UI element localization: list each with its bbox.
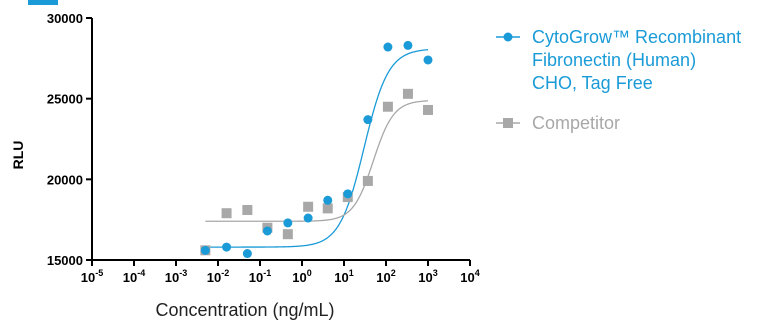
data-point-circle	[242, 249, 252, 259]
y-tick-label: 20000	[47, 172, 83, 187]
y-axis: 15000 20000 25000 30000	[47, 11, 93, 268]
x-tick-exponent: -3	[179, 268, 187, 278]
x-axis-title: Concentration (ng/mL)	[155, 300, 334, 320]
x-tick-label: 10-1	[249, 268, 271, 285]
y-tick-label: 30000	[47, 11, 83, 26]
x-tick-exponent: 4	[475, 268, 480, 278]
data-point-square	[362, 175, 373, 186]
data-point-square	[382, 101, 393, 112]
data-point-square	[423, 104, 433, 115]
y-tick-label: 15000	[47, 253, 83, 268]
x-tick-exponent: -4	[137, 268, 145, 278]
y-axis-title: RLU	[10, 141, 26, 170]
x-tick-label: 10-5	[81, 268, 103, 285]
data-point-circle	[423, 55, 433, 65]
data-point-square	[242, 204, 253, 215]
x-tick-exponent: -1	[263, 268, 271, 278]
data-point-circle	[383, 42, 393, 52]
fit-curves	[205, 49, 429, 248]
x-tick-label: 104	[460, 268, 479, 285]
data-point-square	[322, 203, 333, 214]
x-tick-exponent: -2	[221, 268, 229, 278]
data-point-circle	[222, 242, 232, 252]
legend-label: Fibronectin (Human)	[532, 50, 696, 70]
x-tick-label: 10-2	[207, 268, 229, 285]
data-point-circle	[200, 245, 210, 255]
legend: CytoGrow™ Recombinant Fibronectin (Human)…	[496, 27, 741, 133]
fit-curve-1	[205, 100, 429, 222]
x-tick-label: 102	[376, 268, 395, 285]
legend-marker-circle	[503, 32, 513, 42]
data-point-circle	[303, 213, 313, 223]
fit-curve-0	[205, 49, 429, 248]
legend-marker-square	[503, 118, 513, 128]
y-tick-label: 25000	[47, 92, 83, 107]
legend-label: CytoGrow™ Recombinant	[532, 27, 741, 47]
data-point-circle	[403, 40, 413, 50]
data-point-circle	[343, 189, 353, 199]
legend-label: Competitor	[532, 113, 620, 133]
x-tick-exponent: 1	[349, 268, 354, 278]
data-point-square	[303, 201, 314, 212]
data-point-circle	[283, 218, 293, 228]
legend-label: CHO, Tag Free	[532, 73, 653, 93]
x-tick-exponent: 0	[307, 268, 312, 278]
data-point-circle	[323, 195, 333, 205]
data-points	[200, 40, 433, 259]
data-point-square	[282, 229, 293, 240]
x-tick-exponent: 2	[391, 268, 396, 278]
x-tick-label: 103	[418, 268, 437, 285]
x-tick-label: 100	[292, 268, 311, 285]
data-point-square	[221, 208, 232, 219]
data-point-circle	[363, 115, 373, 125]
data-point-square	[402, 88, 413, 99]
data-point-circle	[262, 226, 272, 236]
x-tick-exponent: 3	[433, 268, 438, 278]
title-fragment-bar	[28, 0, 58, 5]
x-tick-label: 101	[334, 268, 353, 285]
x-tick-label: 10-4	[123, 268, 145, 285]
x-tick-exponent: -5	[95, 268, 103, 278]
x-axis: 10-5 10-4 10-3 10-2 10-1 100 101 102 103 104	[81, 259, 480, 285]
x-tick-label: 10-3	[165, 268, 187, 285]
